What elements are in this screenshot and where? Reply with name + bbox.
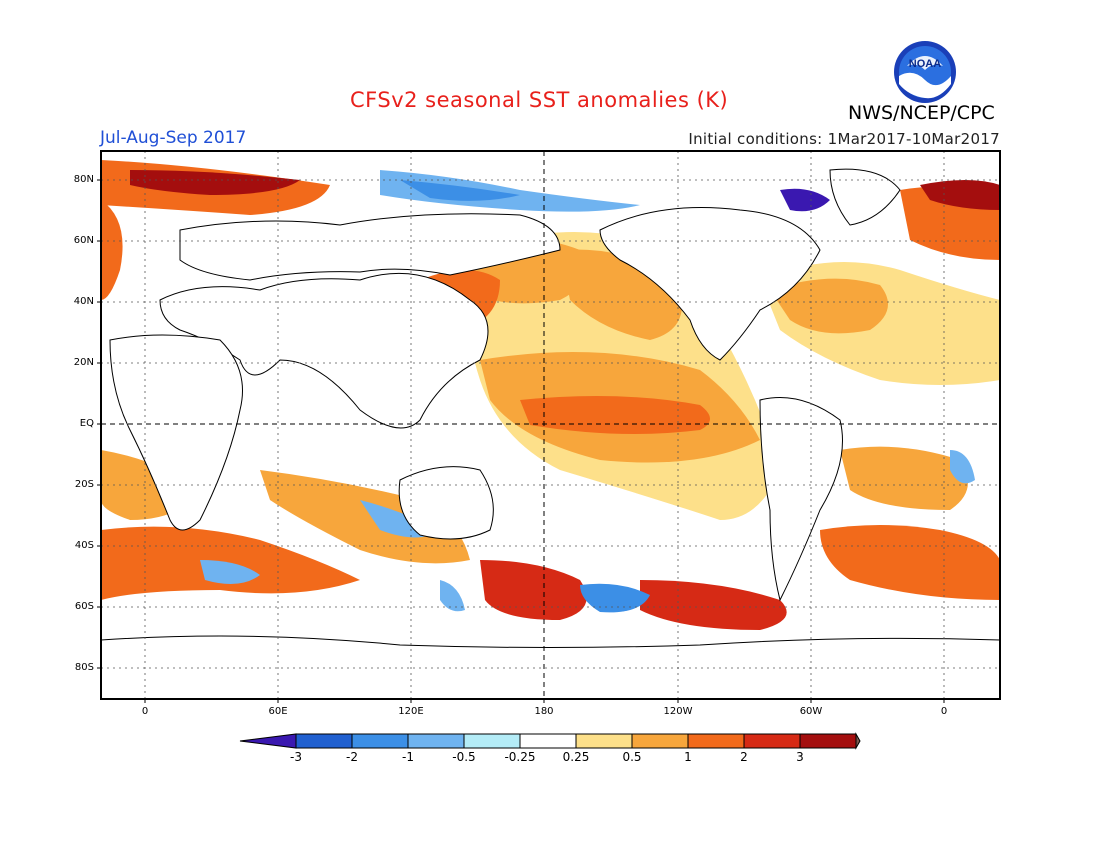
forecast-period: Jul-Aug-Sep 2017 [100, 128, 247, 148]
colorbar-segment [519, 733, 577, 749]
colorbar-label: -3 [290, 750, 302, 764]
noaa-logo: NOAA [894, 41, 956, 103]
initial-conditions: Initial conditions: 1Mar2017-10Mar2017 [688, 130, 1000, 148]
lat-label: 60S [74, 601, 94, 612]
lon-label: 60W [799, 706, 823, 717]
continents [101, 168, 1000, 699]
colorbar-label: 0.25 [562, 750, 590, 764]
colorbar-label: -0.5 [452, 750, 476, 764]
colorbar [239, 732, 861, 750]
axis-ticks [97, 179, 945, 703]
lon-label: 60E [268, 706, 288, 717]
lon-label: 0 [141, 706, 149, 717]
colorbar-label: -1 [402, 750, 414, 764]
lat-label: 20N [73, 357, 94, 368]
lon-label: 120E [398, 706, 424, 717]
logo-text: NOAA [909, 58, 941, 70]
lon-label: 180 [534, 706, 554, 717]
colorbar-segment [351, 733, 409, 749]
lat-label: 20S [74, 479, 94, 490]
lat-label: 60N [73, 235, 94, 246]
lat-label: EQ [79, 418, 94, 429]
lon-label: 120W [663, 706, 693, 717]
colorbar-segment [743, 733, 801, 749]
colorbar-label: 3 [796, 750, 804, 764]
colorbar-segment [575, 733, 633, 749]
colorbar-segment [799, 733, 857, 749]
colorbar-segment [407, 733, 465, 749]
lat-label: 40N [73, 296, 94, 307]
lon-label: 0 [940, 706, 948, 717]
map-title: CFSv2 seasonal SST anomalies (K) [350, 88, 729, 112]
colorbar-segment [631, 733, 689, 749]
colorbar-segment [295, 733, 353, 749]
lat-label: 80N [73, 174, 94, 185]
colorbar-label: -0.25 [504, 750, 536, 764]
colorbar-label: 0.5 [622, 750, 642, 764]
colorbar-segment [855, 732, 861, 750]
lat-label: 80S [74, 662, 94, 673]
equator-dateline [101, 151, 1000, 699]
colorbar-label: 2 [740, 750, 748, 764]
graticule [101, 151, 1000, 699]
colorbar-segment [463, 733, 521, 749]
colorbar-segment [239, 733, 297, 749]
agency-label: NWS/NCEP/CPC [848, 102, 995, 124]
colorbar-label: 1 [684, 750, 692, 764]
lat-label: 40S [74, 540, 94, 551]
colorbar-segment [687, 733, 745, 749]
colorbar-label: -2 [346, 750, 358, 764]
map-frame [100, 150, 1001, 700]
